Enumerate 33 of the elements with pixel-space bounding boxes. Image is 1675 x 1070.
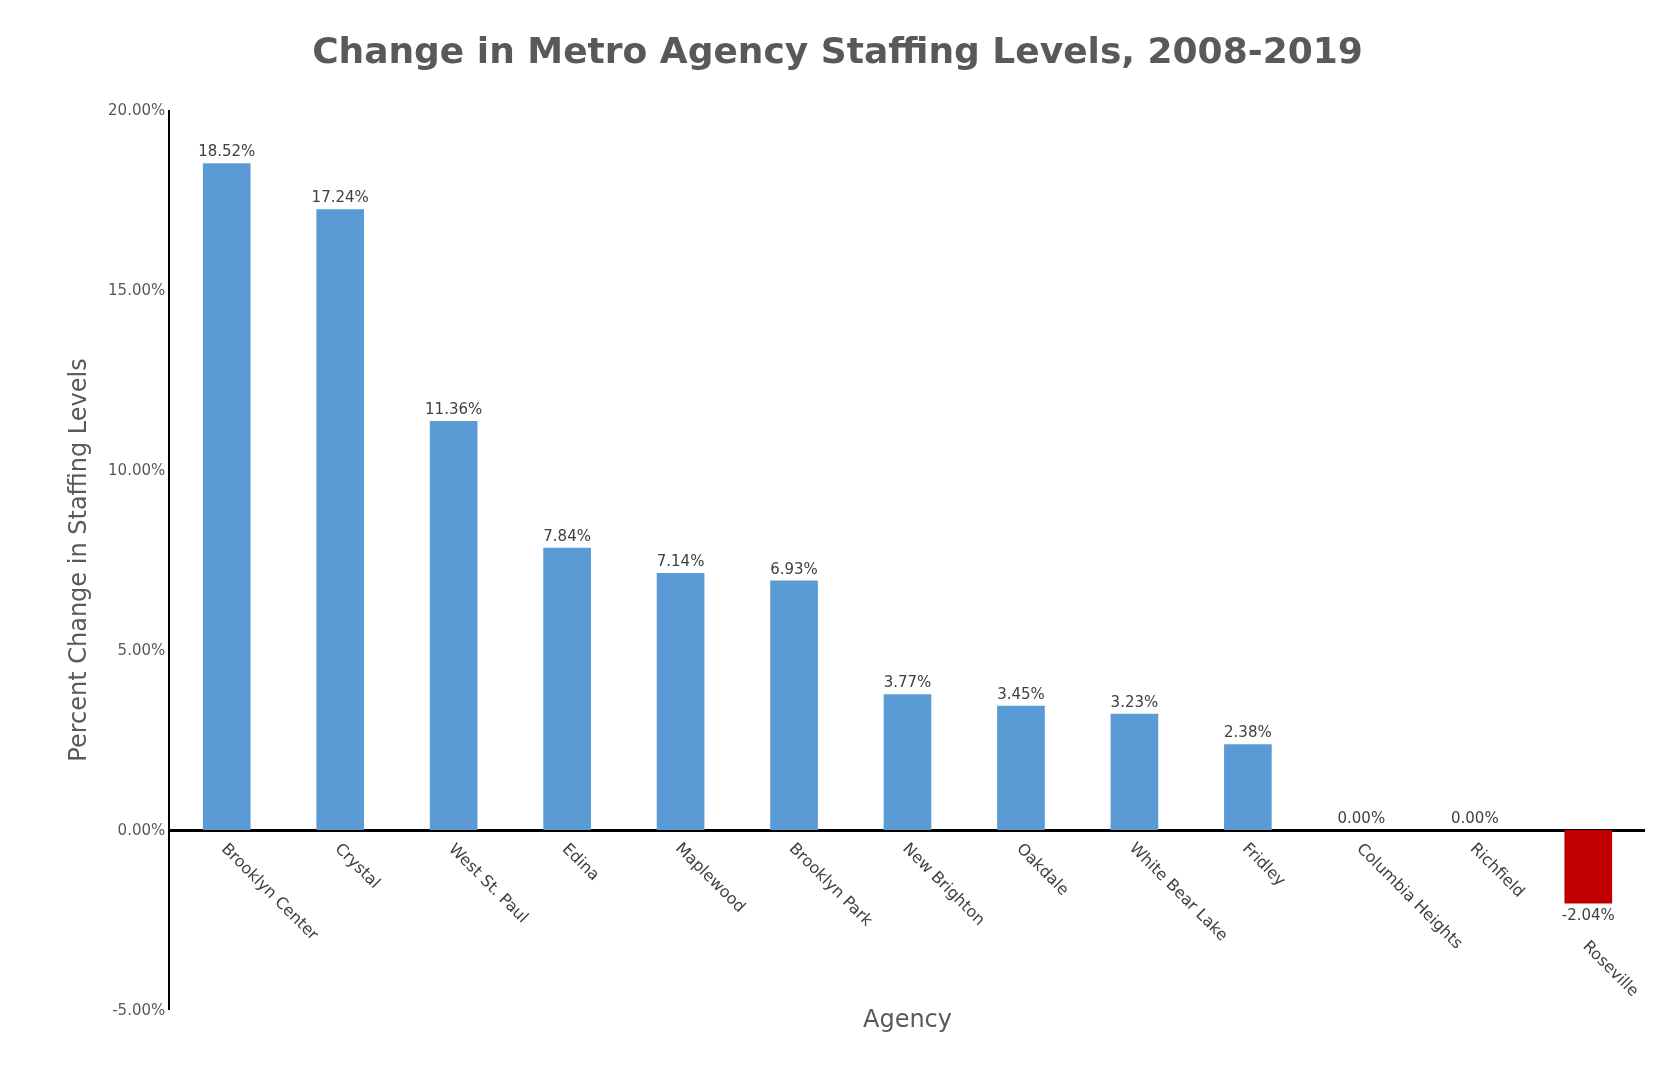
y-tick-label: 20.00% [108, 101, 166, 120]
y-tick-label: 0.00% [117, 821, 166, 840]
bar [543, 547, 591, 830]
y-tick-label: -5.00% [112, 1001, 166, 1020]
bar [1564, 830, 1613, 904]
chart-title: Change in Metro Agency Staffing Levels, 2008-2019 [312, 29, 1363, 71]
bar [1224, 744, 1272, 830]
y-tick-label: 10.00% [108, 461, 166, 480]
data-label: 0.00% [1450, 809, 1499, 827]
bar [997, 705, 1045, 830]
y-tick-label: 15.00% [108, 281, 166, 300]
data-label: 3.77% [883, 673, 932, 692]
y-axis-title: Percent Change in Staffing Levels [63, 358, 92, 762]
data-label: 18.52% [198, 142, 256, 161]
data-label: 7.84% [543, 526, 591, 545]
x-axis-title: Agency [862, 1005, 953, 1034]
bar [1110, 713, 1159, 830]
bar [429, 421, 478, 830]
bar [316, 209, 365, 830]
data-label: 11.36% [425, 400, 483, 419]
y-tick-label: 5.00% [117, 641, 166, 660]
data-label: 2.38% [1224, 723, 1272, 742]
data-label: 3.23% [1110, 692, 1159, 711]
bar [656, 572, 705, 830]
bar [883, 694, 932, 830]
bar [770, 580, 818, 830]
data-label: 0.00% [1337, 809, 1386, 827]
data-label: 3.45% [997, 684, 1045, 703]
bar [202, 163, 251, 830]
data-label: -2.04% [1561, 906, 1615, 925]
data-label: 17.24% [311, 188, 369, 207]
data-label: 7.14% [656, 551, 705, 570]
data-label: 6.93% [770, 559, 818, 578]
